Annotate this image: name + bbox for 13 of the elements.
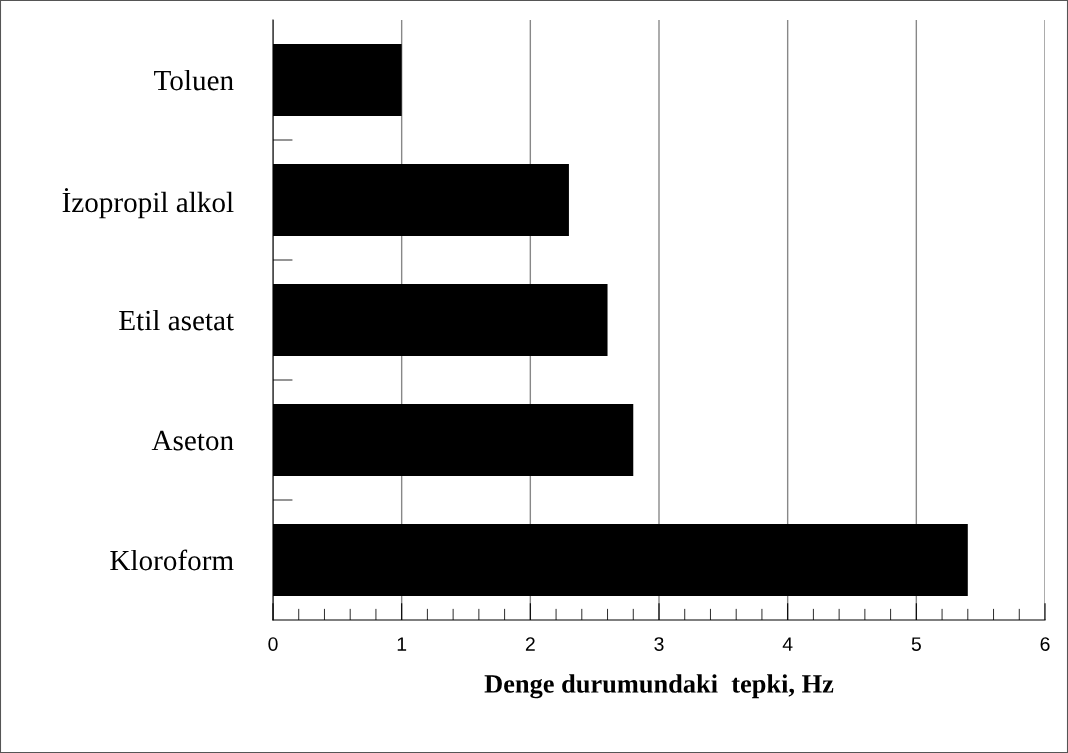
x-tick-label: 2 [525, 637, 535, 651]
y-tick-label: İzopropil alkol [62, 188, 234, 219]
x-tick-label: 1 [397, 637, 407, 651]
x-tick-label: 3 [654, 637, 664, 651]
y-tick-label: Aseton [151, 430, 234, 451]
y-tick-label: Toluen [154, 69, 234, 91]
x-tick-label: 5 [911, 637, 921, 651]
y-tick-label: Etil asetat [119, 309, 234, 331]
x-tick-label: 6 [1040, 637, 1050, 651]
x-axis-title: Denge durumundaki tepki, Hz [484, 674, 834, 699]
x-tick-label: 0 [268, 637, 278, 651]
x-tick-label: 4 [782, 637, 793, 651]
y-tick-label: Kloroform [110, 549, 234, 571]
